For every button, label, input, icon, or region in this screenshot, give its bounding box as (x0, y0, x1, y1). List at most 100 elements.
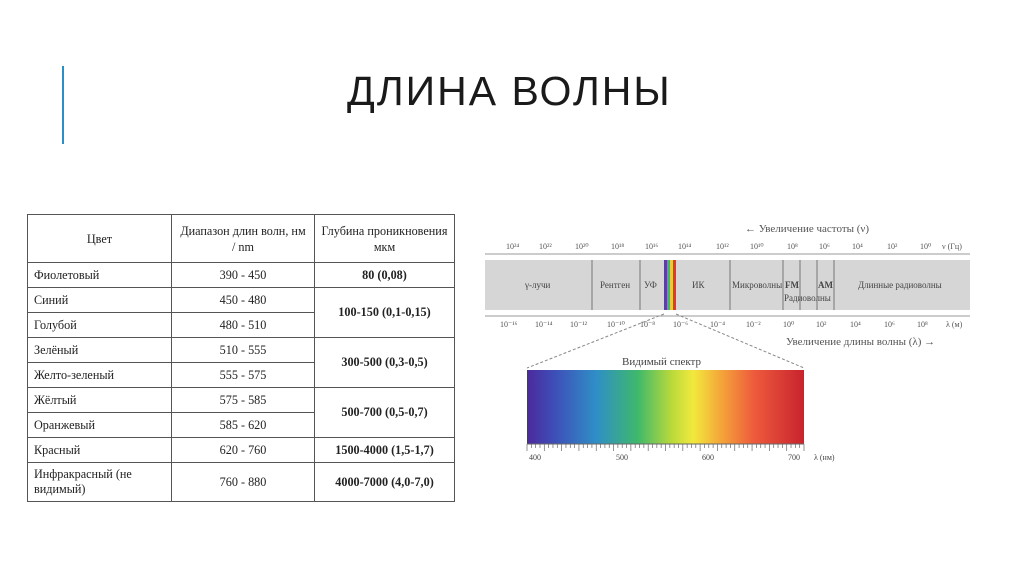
band-label: Радиоволны (784, 293, 831, 303)
visible-band-violet (664, 260, 667, 310)
wave-tick: 10⁻¹⁶ (500, 320, 518, 329)
freq-tick: 10²⁰ (575, 242, 589, 251)
wave-tick: 10⁻¹⁴ (535, 320, 553, 329)
cell-color: Фиолетовый (27, 262, 172, 288)
cell-range: 585 - 620 (171, 412, 315, 438)
visible-tick: 600 (702, 453, 714, 462)
cell-range: 480 - 510 (171, 312, 315, 338)
freq-tick: 10²² (539, 242, 552, 251)
spectrum-band (485, 260, 970, 310)
visible-unit: λ (нм) (814, 453, 835, 462)
page-title: ДЛИНА ВОЛНЫ (347, 68, 672, 114)
em-spectrum-diagram: ← Увеличение частоты (ν) 10²⁴ 10²² 10²⁰ … (485, 223, 970, 462)
cell-range: 555 - 575 (171, 362, 315, 388)
wave-tick: 10⁻⁶ (673, 320, 688, 329)
table-row: Голубой 480 - 510 (27, 312, 455, 338)
band-label: FM (785, 280, 799, 290)
wavelength-ticks: 10⁻¹⁶ 10⁻¹⁴ 10⁻¹² 10⁻¹⁰ 10⁻⁸ 10⁻⁶ 10⁻⁴ 1… (500, 320, 963, 329)
cell-color: Оранжевый (27, 412, 172, 438)
cell-depth: 4000-7000 (4,0-7,0) (314, 462, 455, 502)
cell-color: Красный (27, 437, 172, 463)
freq-tick: 10¹⁰ (750, 242, 764, 251)
table-row: Синий 450 - 480 100-150 (0,1-0,15) (27, 287, 455, 338)
band-dividers (591, 260, 835, 310)
band-label: Микроволны (732, 280, 782, 290)
cell-range: 575 - 585 (171, 387, 315, 413)
band-label: AM (818, 280, 833, 290)
cell-color: Голубой (27, 312, 172, 338)
wave-tick: 10² (816, 320, 827, 329)
freq-tick: 10² (887, 242, 898, 251)
cell-depth: 100-150 (0,1-0,15) (314, 287, 455, 338)
wave-unit: λ (м) (946, 320, 963, 329)
wave-tick: 10⁻¹⁰ (607, 320, 625, 329)
cell-color: Зелёный (27, 337, 172, 363)
freq-unit: ν (Гц) (942, 242, 962, 251)
band-label: Длинные радиоволны (858, 280, 942, 290)
cell-depth: 500-700 (0,5-0,7) (314, 387, 455, 438)
freq-tick: 10⁶ (819, 242, 830, 251)
wave-tick: 10⁰ (783, 320, 794, 329)
visible-band-yellow (670, 260, 673, 310)
wave-tick: 10⁻⁸ (640, 320, 655, 329)
visible-tick: 400 (529, 453, 541, 462)
cell-depth: 1500-4000 (1,5-1,7) (314, 437, 455, 463)
band-labels: γ-лучи Рентген УФ ИК Микроволны FM Радио… (524, 280, 942, 303)
wave-tick: 10⁻⁴ (710, 320, 725, 329)
zoom-line-right (675, 313, 805, 369)
cell-range: 620 - 760 (171, 437, 315, 463)
cell-range: 450 - 480 (171, 287, 315, 313)
header-range: Диапазон длин волн, нм / nm (171, 214, 315, 263)
table-row: Оранжевый 585 - 620 (27, 412, 455, 438)
visible-tick: 700 (788, 453, 800, 462)
wave-tick: 10⁸ (917, 320, 928, 329)
visible-ticks: 400 500 600 700 λ (нм) (529, 453, 835, 462)
cell-color: Синий (27, 287, 172, 313)
table-row: Красный 620 - 760 1500-4000 (1,5-1,7) (27, 437, 455, 463)
cell-color: Инфракрасный (не видимый) (27, 462, 172, 502)
table-row: Инфракрасный (не видимый) 760 - 880 4000… (27, 462, 455, 502)
freq-tick: 10²⁴ (506, 242, 519, 251)
visible-band-red (673, 260, 676, 310)
wave-tick: 10⁻¹² (570, 320, 588, 329)
header-color: Цвет (27, 214, 172, 263)
wave-tick: 10⁴ (850, 320, 861, 329)
band-label: УФ (644, 280, 657, 290)
table-row: Жёлтый 575 - 585 500-700 (0,5-0,7) (27, 387, 455, 438)
accent-bar (62, 66, 64, 144)
freq-tick: 10¹² (716, 242, 729, 251)
table-row: Фиолетовый 390 - 450 80 (0,08) (27, 262, 455, 288)
visible-spectrum-gradient (527, 370, 804, 444)
freq-tick: 10⁰ (920, 242, 931, 251)
freq-tick: 10⁸ (787, 242, 798, 251)
frequency-ticks: 10²⁴ 10²² 10²⁰ 10¹⁸ 10¹⁶ 10¹⁴ 10¹² 10¹⁰ … (506, 242, 962, 251)
cell-depth: 80 (0,08) (314, 262, 455, 288)
cell-depth: 300-500 (0,3-0,5) (314, 337, 455, 388)
cell-range: 760 - 880 (171, 462, 315, 502)
header-depth: Глубина проникновения мкм (314, 214, 455, 263)
cell-range: 510 - 555 (171, 337, 315, 363)
freq-tick: 10¹⁶ (645, 242, 658, 251)
band-label: ИК (692, 280, 705, 290)
table-header-row: Цвет Диапазон длин волн, нм / nm Глубина… (27, 214, 455, 263)
wavelength-caption: Увеличение длины волны (λ) → (786, 336, 935, 348)
freq-tick: 10¹⁸ (611, 242, 624, 251)
wave-tick: 10⁻² (746, 320, 761, 329)
freq-tick: 10⁴ (852, 242, 863, 251)
visible-band-green (667, 260, 670, 310)
band-label: γ-лучи (524, 280, 550, 290)
visible-spectrum-title: Видимый спектр (622, 356, 701, 368)
visible-spectrum-ruler (526, 443, 805, 451)
zoom-line-left (526, 313, 665, 369)
table-row: Желто-зеленый 555 - 575 (27, 362, 455, 388)
wave-tick: 10⁶ (884, 320, 895, 329)
wavelength-table: Цвет Диапазон длин волн, нм / nm Глубина… (27, 214, 455, 502)
cell-color: Жёлтый (27, 387, 172, 413)
visible-tick: 500 (616, 453, 628, 462)
band-label: Рентген (600, 280, 630, 290)
freq-tick: 10¹⁴ (678, 242, 691, 251)
table-row: Зелёный 510 - 555 300-500 (0,3-0,5) (27, 337, 455, 388)
frequency-caption: ← Увеличение частоты (ν) (745, 223, 869, 235)
cell-range: 390 - 450 (171, 262, 315, 288)
cell-color: Желто-зеленый (27, 362, 172, 388)
